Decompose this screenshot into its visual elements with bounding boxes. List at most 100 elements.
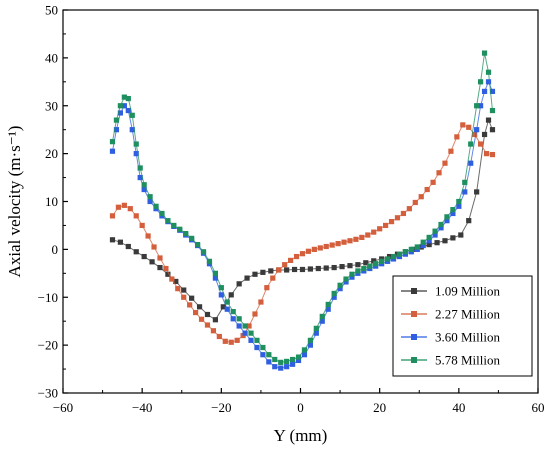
data-point	[242, 323, 248, 329]
data-point	[212, 317, 218, 323]
data-point	[367, 263, 373, 269]
data-point	[383, 222, 389, 229]
data-point	[307, 266, 313, 272]
data-point	[289, 356, 296, 363]
data-point	[248, 330, 254, 336]
data-point	[204, 322, 211, 328]
data-point	[483, 151, 490, 157]
data-point	[224, 299, 230, 305]
legend-label: 5.78 Million	[435, 353, 501, 368]
data-point	[252, 311, 258, 317]
data-point	[444, 214, 450, 220]
x-tick-label: −60	[53, 400, 73, 415]
data-point	[341, 239, 347, 245]
data-point	[181, 287, 187, 293]
data-point	[456, 198, 462, 205]
data-point	[365, 232, 371, 238]
data-point	[291, 266, 298, 273]
data-point	[163, 265, 169, 272]
data-point	[157, 264, 163, 271]
data-point	[489, 107, 496, 114]
data-point	[171, 222, 177, 229]
data-point	[489, 127, 496, 133]
data-point	[325, 301, 331, 308]
data-point	[125, 107, 131, 114]
data-point	[145, 233, 151, 239]
series-layer	[109, 50, 496, 371]
data-point	[198, 316, 205, 322]
data-point	[175, 286, 181, 292]
data-point	[313, 325, 319, 331]
x-axis-title: Y (mm)	[274, 426, 328, 445]
data-point	[481, 88, 488, 94]
data-point	[347, 263, 353, 269]
series-2	[109, 122, 496, 345]
data-point	[426, 234, 432, 241]
data-point	[260, 352, 266, 358]
data-point	[117, 110, 123, 116]
data-point	[278, 359, 284, 365]
data-point	[109, 213, 116, 219]
data-point	[359, 234, 365, 241]
legend-item: 2.27 Million	[401, 307, 501, 322]
data-point	[236, 281, 242, 287]
data-point	[115, 204, 122, 210]
data-point	[258, 299, 264, 305]
data-point	[468, 160, 474, 166]
data-point	[194, 241, 201, 248]
x-tick-label: 0	[297, 400, 304, 415]
data-point	[264, 285, 270, 291]
x-tick-label: −20	[211, 400, 231, 415]
data-point	[284, 364, 290, 370]
legend-item: 5.78 Million	[401, 353, 501, 368]
y-tick-label: 10	[45, 194, 58, 209]
y-tick-label: 40	[45, 50, 58, 65]
data-point	[418, 194, 424, 200]
data-point	[210, 328, 217, 334]
data-point	[129, 112, 135, 118]
y-tick-label: −10	[38, 290, 58, 305]
data-point	[323, 243, 329, 250]
data-point	[335, 241, 341, 247]
y-tick-label: −30	[38, 386, 58, 401]
data-point	[442, 238, 448, 244]
data-point	[272, 356, 278, 363]
x-tick-label: 20	[373, 400, 386, 415]
data-point	[109, 139, 116, 145]
data-point	[200, 249, 207, 255]
y-tick-label: 50	[45, 3, 58, 18]
data-point	[149, 259, 155, 265]
data-point	[305, 248, 312, 254]
data-point	[478, 103, 484, 109]
data-point	[113, 117, 120, 123]
data-point	[295, 357, 302, 364]
x-tick-label: −40	[132, 400, 152, 415]
data-point	[288, 257, 294, 263]
data-point	[272, 364, 278, 370]
data-point	[151, 244, 157, 250]
data-point	[420, 239, 426, 245]
data-point	[472, 131, 478, 138]
data-point	[121, 202, 127, 208]
y-axis-title: Axial velocity (m·s⁻¹)	[5, 126, 24, 278]
data-point	[173, 278, 179, 285]
data-point	[489, 88, 496, 94]
data-point	[133, 213, 139, 219]
data-point	[117, 239, 123, 245]
data-point	[117, 103, 123, 109]
data-point	[301, 352, 308, 358]
data-point	[234, 337, 240, 343]
data-point	[317, 245, 323, 251]
data-point	[474, 127, 480, 133]
data-point	[189, 295, 195, 301]
data-point	[485, 79, 492, 85]
data-point	[193, 309, 199, 316]
data-point	[458, 232, 464, 238]
data-point	[196, 304, 203, 310]
data-point	[109, 237, 116, 243]
data-point	[412, 199, 418, 206]
axes-layer: −60 −40 −20 0 20 40 60 −30 −20 −10 0 10 20 30 40 50	[38, 3, 545, 416]
data-point	[268, 268, 274, 274]
data-point	[331, 290, 337, 297]
data-point	[289, 361, 296, 367]
